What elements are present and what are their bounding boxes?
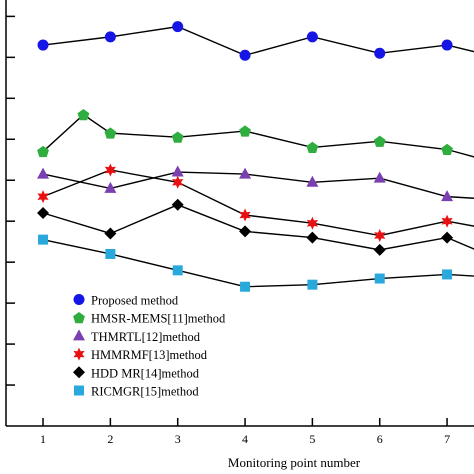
data-point	[104, 31, 116, 43]
data-point	[373, 135, 386, 147]
x-tick-label: 7	[444, 432, 450, 446]
data-point	[172, 21, 184, 33]
series-4	[37, 163, 474, 243]
data-point	[373, 171, 386, 183]
data-point	[306, 231, 319, 244]
data-point	[239, 49, 251, 61]
legend-marker	[73, 366, 85, 379]
legend-item: HMMRMF[13]method	[73, 347, 208, 362]
data-point	[240, 281, 251, 292]
x-tick-label: 4	[242, 432, 248, 446]
legend-label: THMRTL[12]method	[91, 330, 201, 344]
legend-item: RICMGR[15]method	[74, 385, 199, 399]
data-point	[374, 47, 386, 59]
data-point	[306, 141, 319, 153]
legend-label: HMSR-MEMS[11]method	[91, 312, 226, 326]
legend-item: HMSR-MEMS[11]method	[73, 312, 226, 326]
series-1	[37, 21, 474, 61]
x-tick-label: 1	[40, 432, 46, 446]
data-point	[442, 269, 453, 280]
data-point	[306, 31, 318, 43]
data-point	[37, 190, 49, 204]
series-line	[42, 25, 474, 57]
legend-item: HDD MR[14]method	[73, 366, 200, 380]
data-point	[306, 216, 319, 230]
data-point	[171, 198, 184, 211]
data-point	[307, 279, 318, 290]
data-point	[374, 273, 385, 284]
data-point	[239, 208, 251, 222]
series-line	[42, 204, 474, 251]
data-point	[38, 234, 49, 245]
data-point	[37, 145, 49, 158]
data-point	[105, 248, 116, 259]
x-tick-label: 2	[107, 432, 113, 446]
data-point	[104, 163, 116, 177]
legend-marker	[73, 347, 85, 361]
data-point	[239, 225, 252, 238]
series-5	[37, 198, 474, 256]
data-point	[172, 175, 184, 189]
series-layer	[37, 21, 474, 292]
data-point	[441, 231, 454, 244]
legend-marker	[73, 329, 85, 341]
legend-label: HDD MR[14]method	[91, 366, 200, 380]
series-6	[38, 234, 474, 292]
legend: Proposed method HMSR-MEMS[11]method THMRTL…	[73, 294, 226, 399]
data-point	[441, 214, 453, 228]
legend-label: HMMRMF[13]method	[91, 348, 208, 362]
data-point	[104, 181, 117, 193]
x-axis-label: Monitoring point number	[228, 455, 361, 470]
legend-marker	[73, 312, 85, 324]
data-point	[171, 131, 184, 143]
data-point	[104, 227, 117, 240]
x-tick-label: 6	[377, 432, 383, 446]
legend-item: Proposed method	[73, 294, 179, 308]
legend-label: Proposed method	[91, 294, 179, 308]
x-tick-label: 3	[175, 432, 181, 446]
legend-label: RICMGR[15]method	[91, 385, 199, 399]
data-point	[374, 229, 386, 243]
series-3	[37, 165, 474, 202]
data-point	[77, 108, 90, 121]
data-point	[373, 243, 386, 256]
data-point	[441, 190, 454, 202]
series-line	[42, 169, 474, 237]
series-line	[42, 171, 474, 199]
data-point	[306, 175, 319, 187]
series-2	[37, 108, 474, 158]
series-line	[42, 113, 474, 158]
data-point	[172, 265, 183, 276]
legend-item: THMRTL[12]method	[73, 329, 201, 344]
data-point	[37, 39, 49, 51]
legend-marker	[74, 385, 84, 396]
legend-marker	[73, 294, 85, 305]
data-point	[37, 207, 50, 219]
series-line	[42, 238, 474, 288]
axes: 1 2 3 4 5 6 7	[5, 0, 474, 446]
data-point	[239, 125, 251, 137]
data-point	[171, 165, 184, 177]
data-point	[441, 39, 453, 51]
data-point	[37, 167, 50, 179]
data-point	[239, 167, 252, 179]
data-point	[104, 127, 117, 139]
data-point	[441, 143, 453, 156]
x-tick-label: 5	[309, 432, 315, 446]
